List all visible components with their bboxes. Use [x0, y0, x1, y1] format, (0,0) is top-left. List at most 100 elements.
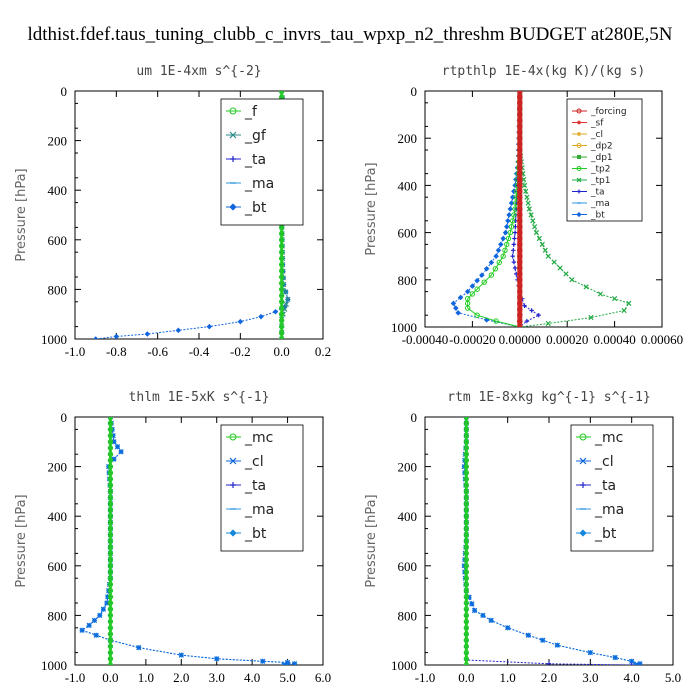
data-point — [526, 206, 532, 212]
legend-marker — [576, 177, 582, 183]
x-tick-label: 2.0 — [541, 670, 557, 685]
chart-panel-1: um 1E-4xm s^{-2} Pressure [hPa] 0 200 400 600… — [14, 64, 331, 359]
data-point — [525, 632, 531, 638]
data-point — [455, 310, 461, 316]
legend-entry: _ma — [226, 176, 274, 192]
legend-marker — [229, 433, 237, 441]
legend-entry: _ta — [226, 478, 266, 494]
data-point — [539, 241, 545, 248]
data-point — [612, 654, 618, 661]
plot-area — [79, 417, 298, 665]
x-tick-label: -0.00040 — [402, 332, 449, 347]
data-point — [114, 444, 121, 450]
y-tick-label: 200 — [398, 131, 418, 146]
data-point — [504, 241, 510, 248]
legend-label: _dp1 — [590, 153, 613, 163]
panels-container: um 1E-4xm s^{-2} Pressure [hPa] 0 200 400 600… — [14, 64, 683, 685]
legend-entry: _ta — [576, 478, 616, 494]
legend-marker — [579, 529, 587, 537]
data-point — [214, 656, 220, 662]
data-point — [533, 229, 540, 236]
legend-label: _ta — [594, 478, 616, 494]
y-tick-label: 400 — [398, 178, 418, 193]
y-tick-label: 200 — [398, 460, 418, 475]
chart-panel-4: rtm 1E-8xkg kg^{-1} s^{-1} Pressure [hPa]… — [364, 390, 681, 685]
data-point — [474, 286, 480, 292]
data-point — [258, 313, 264, 320]
chart-panel-2: rtpthlp 1E-4x(kg K)/(kg s) Pressure [hPa]… — [364, 64, 683, 347]
data-point — [113, 333, 120, 339]
data-point — [500, 235, 506, 242]
data-point — [281, 662, 287, 665]
legend-label: _ta — [244, 478, 266, 494]
y-tick-label: 400 — [398, 509, 418, 524]
series-tp2 — [464, 91, 523, 327]
data-point — [505, 625, 511, 631]
legend-marker — [229, 203, 237, 211]
y-tick-label: 600 — [398, 226, 418, 241]
data-point — [469, 283, 476, 289]
legend-box — [220, 424, 304, 552]
x-tick-label: 0.2 — [315, 344, 331, 359]
data-point — [507, 229, 514, 236]
legend-entry: _mc — [576, 430, 623, 446]
data-point — [629, 658, 635, 664]
data-point — [502, 247, 508, 254]
data-point — [524, 318, 530, 324]
chart-title: rtm 1E-8xkg kg^{-1} s^{-1} — [447, 390, 651, 405]
x-tick-label: 6.0 — [315, 670, 331, 685]
y-tick-label: 200 — [48, 460, 68, 475]
chart-title: thlm 1E-5xK s^{-1} — [129, 390, 270, 405]
x-tick-label: -0.2 — [230, 344, 251, 359]
legend: _mc _cl _ta _ma _bt — [570, 424, 654, 552]
x-tick-label: -1.0 — [415, 670, 436, 685]
data-point — [283, 289, 289, 295]
y-axis-label: Pressure [hPa] — [364, 494, 379, 587]
chart-title: um 1E-4xm s^{-2} — [136, 64, 261, 79]
x-tick-label: 4.0 — [244, 670, 260, 685]
data-point — [542, 247, 548, 253]
legend-entry: _gf — [226, 128, 267, 144]
data-point — [506, 212, 512, 218]
data-point — [93, 632, 99, 638]
data-point — [626, 300, 632, 307]
plot-frame — [74, 416, 324, 666]
data-point — [488, 259, 495, 266]
data-point — [587, 649, 593, 656]
data-point — [502, 229, 509, 236]
x-tick-label: 0.00000 — [499, 332, 541, 347]
legend-marker — [579, 433, 587, 441]
data-point — [86, 622, 92, 628]
y-tick-label: 0 — [61, 410, 68, 425]
data-point — [536, 235, 542, 242]
legend-label: _bt — [590, 211, 605, 221]
data-point — [100, 606, 106, 612]
data-point — [545, 253, 551, 259]
legend-label: _gf — [244, 128, 267, 144]
legend-marker — [576, 108, 582, 114]
x-tick-label: 0.00020 — [546, 332, 588, 347]
data-point — [512, 265, 518, 271]
legend-label: _bt — [594, 526, 617, 542]
legend: _f _gf _ta _ma _bt — [220, 98, 304, 226]
x-tick-label: 0.0 — [274, 344, 290, 359]
series-line — [465, 417, 632, 665]
data-point — [453, 305, 459, 311]
data-point — [92, 336, 99, 339]
legend-label: _ma — [590, 199, 610, 209]
legend-label: _bt — [244, 200, 267, 216]
data-point — [511, 212, 517, 218]
y-tick-label: 800 — [398, 608, 418, 623]
x-tick-label: -0.4 — [189, 344, 210, 359]
x-tick-label: 0.0 — [102, 670, 118, 685]
data-point — [629, 662, 634, 665]
data-point — [450, 300, 457, 307]
data-point — [528, 212, 534, 218]
legend-box — [566, 98, 643, 222]
data-point — [237, 318, 244, 325]
data-point — [588, 314, 594, 321]
legend-label: _tp2 — [590, 165, 610, 175]
series-bt — [450, 91, 523, 327]
data-point — [554, 642, 560, 648]
data-point — [509, 218, 516, 224]
